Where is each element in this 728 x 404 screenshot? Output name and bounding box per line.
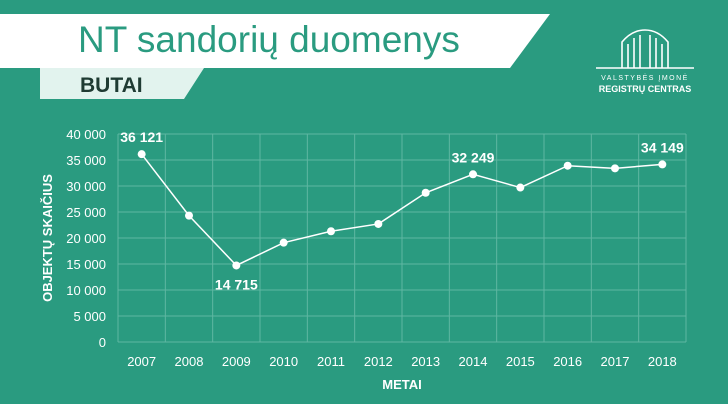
y-tick-label: 5 000 bbox=[73, 309, 106, 324]
page-title: NT sandorių duomenys bbox=[78, 19, 460, 60]
header-banner: NT sandorių duomenys BUTAI VALSTYBĖS ĮMO… bbox=[0, 14, 694, 99]
y-tick-label: 35 000 bbox=[66, 153, 106, 168]
subtitle-tab-background bbox=[40, 68, 204, 99]
logo-line2: REGISTRŲ CENTRAS bbox=[599, 84, 692, 94]
x-tick-label: 2009 bbox=[222, 354, 251, 369]
x-tick-label: 2017 bbox=[601, 354, 630, 369]
data-point bbox=[563, 161, 572, 170]
x-axis-title: METAI bbox=[382, 377, 421, 392]
data-point bbox=[185, 211, 193, 220]
y-tick-label: 10 000 bbox=[66, 283, 106, 298]
data-point bbox=[232, 261, 241, 270]
x-tick-label: 2015 bbox=[506, 354, 535, 369]
x-tick-label: 2013 bbox=[411, 354, 440, 369]
data-point bbox=[469, 170, 477, 179]
data-label: 36 121 bbox=[120, 129, 163, 145]
data-label: 14 715 bbox=[215, 276, 258, 292]
y-tick-label: 20 000 bbox=[66, 231, 106, 246]
registru-centras-logo: VALSTYBĖS ĮMONĖ REGISTRŲ CENTRAS bbox=[596, 29, 694, 94]
series-group bbox=[137, 150, 667, 270]
x-tick-label: 2018 bbox=[648, 354, 677, 369]
building-icon bbox=[596, 29, 694, 69]
data-point bbox=[421, 188, 430, 197]
y-axis-ticks: 0 5 000 10 000 15 000 20 000 25 000 30 000 35 0… bbox=[66, 127, 106, 350]
x-tick-label: 2014 bbox=[459, 354, 488, 369]
y-tick-label: 0 bbox=[99, 335, 106, 350]
data-point bbox=[327, 227, 335, 236]
x-tick-label: 2007 bbox=[127, 354, 156, 369]
data-label: 34 149 bbox=[641, 139, 684, 155]
y-tick-label: 30 000 bbox=[66, 179, 106, 194]
y-axis-title: OBJEKTŲ SKAIČIUS bbox=[40, 174, 55, 302]
x-tick-label: 2016 bbox=[553, 354, 582, 369]
data-point bbox=[658, 160, 667, 169]
series-line bbox=[141, 153, 663, 267]
x-tick-label: 2012 bbox=[364, 354, 393, 369]
page-subtitle: BUTAI bbox=[80, 74, 143, 97]
title-banner-background bbox=[0, 14, 550, 68]
data-point bbox=[279, 238, 288, 247]
data-point bbox=[137, 150, 146, 159]
data-labels: 36 121 14 715 32 249 34 149 bbox=[120, 129, 684, 292]
logo-line1: VALSTYBĖS ĮMONĖ bbox=[601, 73, 689, 82]
x-tick-label: 2011 bbox=[317, 354, 345, 369]
x-tick-label: 2010 bbox=[269, 354, 298, 369]
y-tick-label: 25 000 bbox=[66, 205, 106, 220]
x-tick-label: 2008 bbox=[175, 354, 204, 369]
x-axis-ticks: 2007 2008 2009 2010 2011 2012 2013 2014 2015 2016… bbox=[127, 354, 677, 369]
data-point bbox=[611, 164, 619, 173]
y-tick-label: 40 000 bbox=[66, 127, 106, 142]
y-tick-label: 15 000 bbox=[66, 257, 106, 272]
grid-lines bbox=[117, 133, 687, 343]
data-point bbox=[374, 219, 383, 228]
data-point bbox=[516, 183, 525, 192]
data-label: 32 249 bbox=[452, 149, 495, 165]
